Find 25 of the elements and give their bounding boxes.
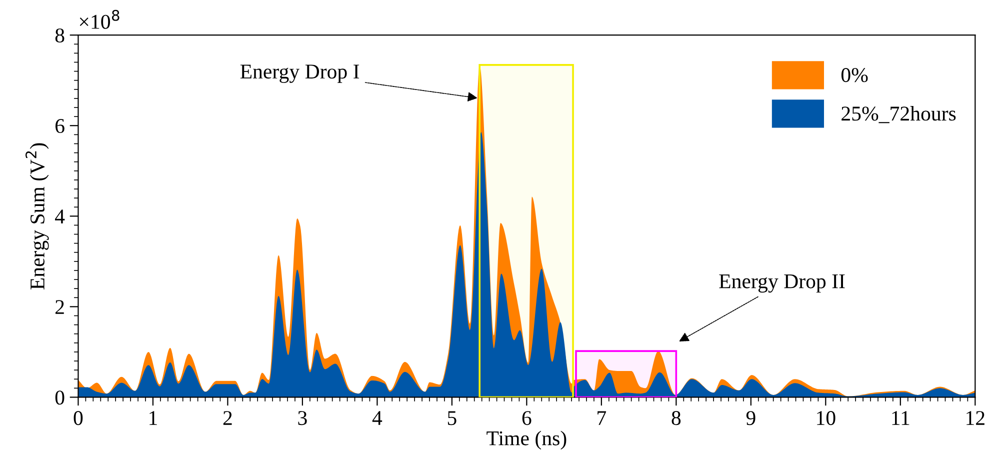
x-tick-label: 6 bbox=[522, 411, 532, 426]
x-tick-label: 0 bbox=[74, 411, 83, 426]
x-tick-label: 5 bbox=[448, 411, 456, 426]
x-tick-label: 3 bbox=[298, 411, 307, 426]
y-axis-title: Energy Sum (V$^{2}$) bbox=[26, 143, 49, 290]
text: ×10$^{8}$ bbox=[80, 10, 120, 29]
annotation: Energy Drop I bbox=[240, 64, 360, 83]
x-tick-label: 9 bbox=[746, 411, 756, 426]
y-tick-label: 2 bbox=[56, 300, 64, 314]
y-tick-label: 0 bbox=[55, 390, 64, 405]
x-tick-label: 1 bbox=[150, 411, 157, 425]
x-tick-label: 7 bbox=[598, 411, 606, 425]
x-tick-label: 12 bbox=[966, 411, 984, 425]
x-tick-label: 8 bbox=[672, 411, 681, 426]
annotation: Energy Drop II bbox=[719, 274, 845, 293]
x-tick-label: 10 bbox=[817, 411, 836, 426]
x-tick-label: 4 bbox=[372, 411, 382, 425]
x-tick-label: 11 bbox=[892, 411, 910, 425]
y-tick-label: 8 bbox=[55, 28, 64, 43]
legend-label: 25%_72hours bbox=[842, 106, 956, 124]
x-tick-label: 2 bbox=[223, 411, 232, 425]
legend-label: 0% bbox=[841, 68, 868, 82]
x-axis-title: Time (ns) bbox=[486, 430, 566, 450]
y-tick-label: 4 bbox=[55, 210, 65, 224]
y-tick-label: 6 bbox=[55, 119, 64, 134]
